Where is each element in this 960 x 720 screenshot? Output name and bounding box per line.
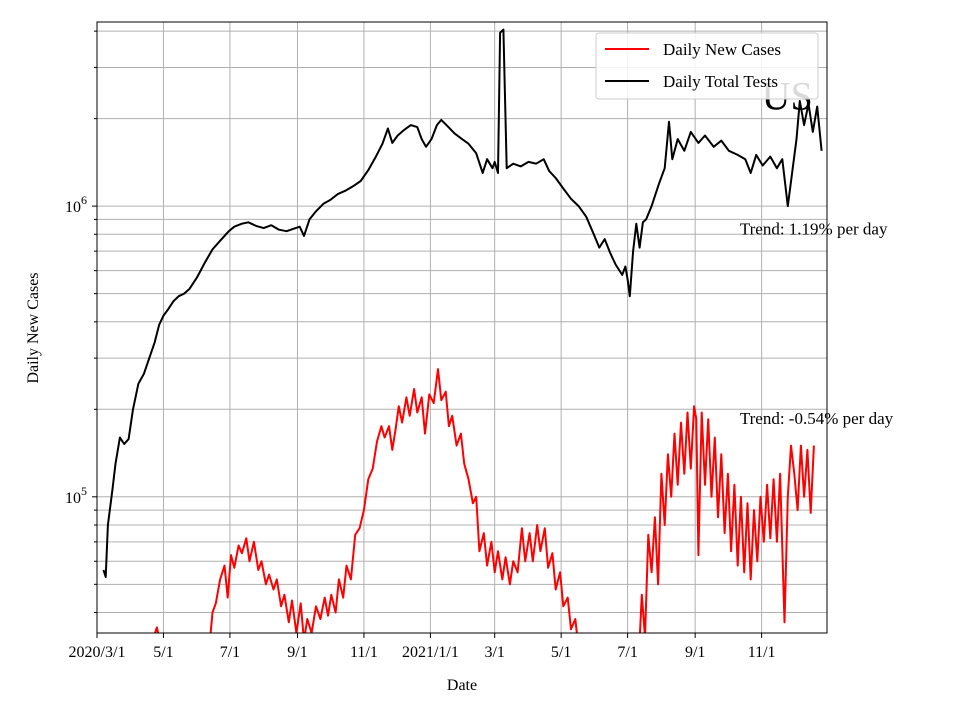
x-tick-label: 9/1	[685, 644, 705, 661]
x-tick-label: 3/1	[484, 644, 504, 661]
y-tick-exponent: 6	[81, 193, 87, 207]
y-tick-label: 106	[65, 193, 87, 216]
series-line-0	[102, 28, 823, 578]
legend: Daily New Cases Daily Total Tests	[595, 32, 819, 100]
x-tick-label: 7/1	[617, 644, 637, 661]
x-tick-label: 5/1	[551, 644, 571, 661]
x-tick-label: 9/1	[287, 644, 307, 661]
annotation-2: Trend: -0.54% per day	[740, 409, 894, 428]
tick-group: 2020/3/1 5/1 7/1 9/1 11/1 2021/1/1 3/1 5/1 7/1 9/…	[65, 30, 776, 661]
x-axis-label: Date	[447, 677, 477, 694]
x-tick-label: 11/1	[748, 644, 776, 661]
y-axis-label: Daily New Cases	[25, 272, 42, 383]
series-line-1	[153, 368, 815, 633]
y-tick-base: 10	[65, 199, 81, 216]
grid	[96, 22, 827, 633]
legend-box	[595, 32, 819, 100]
x-tick-label: 5/1	[153, 644, 173, 661]
x-tick-label: 2021/1/1	[402, 644, 459, 661]
x-tick-label: 11/1	[350, 644, 378, 661]
y-tick-label: 105	[65, 484, 87, 507]
x-tick-label: 7/1	[220, 644, 240, 661]
legend-label-0: Daily Total Tests	[663, 72, 778, 91]
y-tick-exponent: 5	[81, 484, 87, 498]
annotation-1: Trend: 1.19% per day	[740, 219, 888, 238]
x-tick-label: 2020/3/1	[69, 644, 126, 661]
y-tick-base: 10	[65, 490, 81, 507]
legend-label-1: Daily New Cases	[663, 40, 781, 59]
plot-frame	[96, 21, 828, 634]
series-group	[102, 28, 823, 633]
